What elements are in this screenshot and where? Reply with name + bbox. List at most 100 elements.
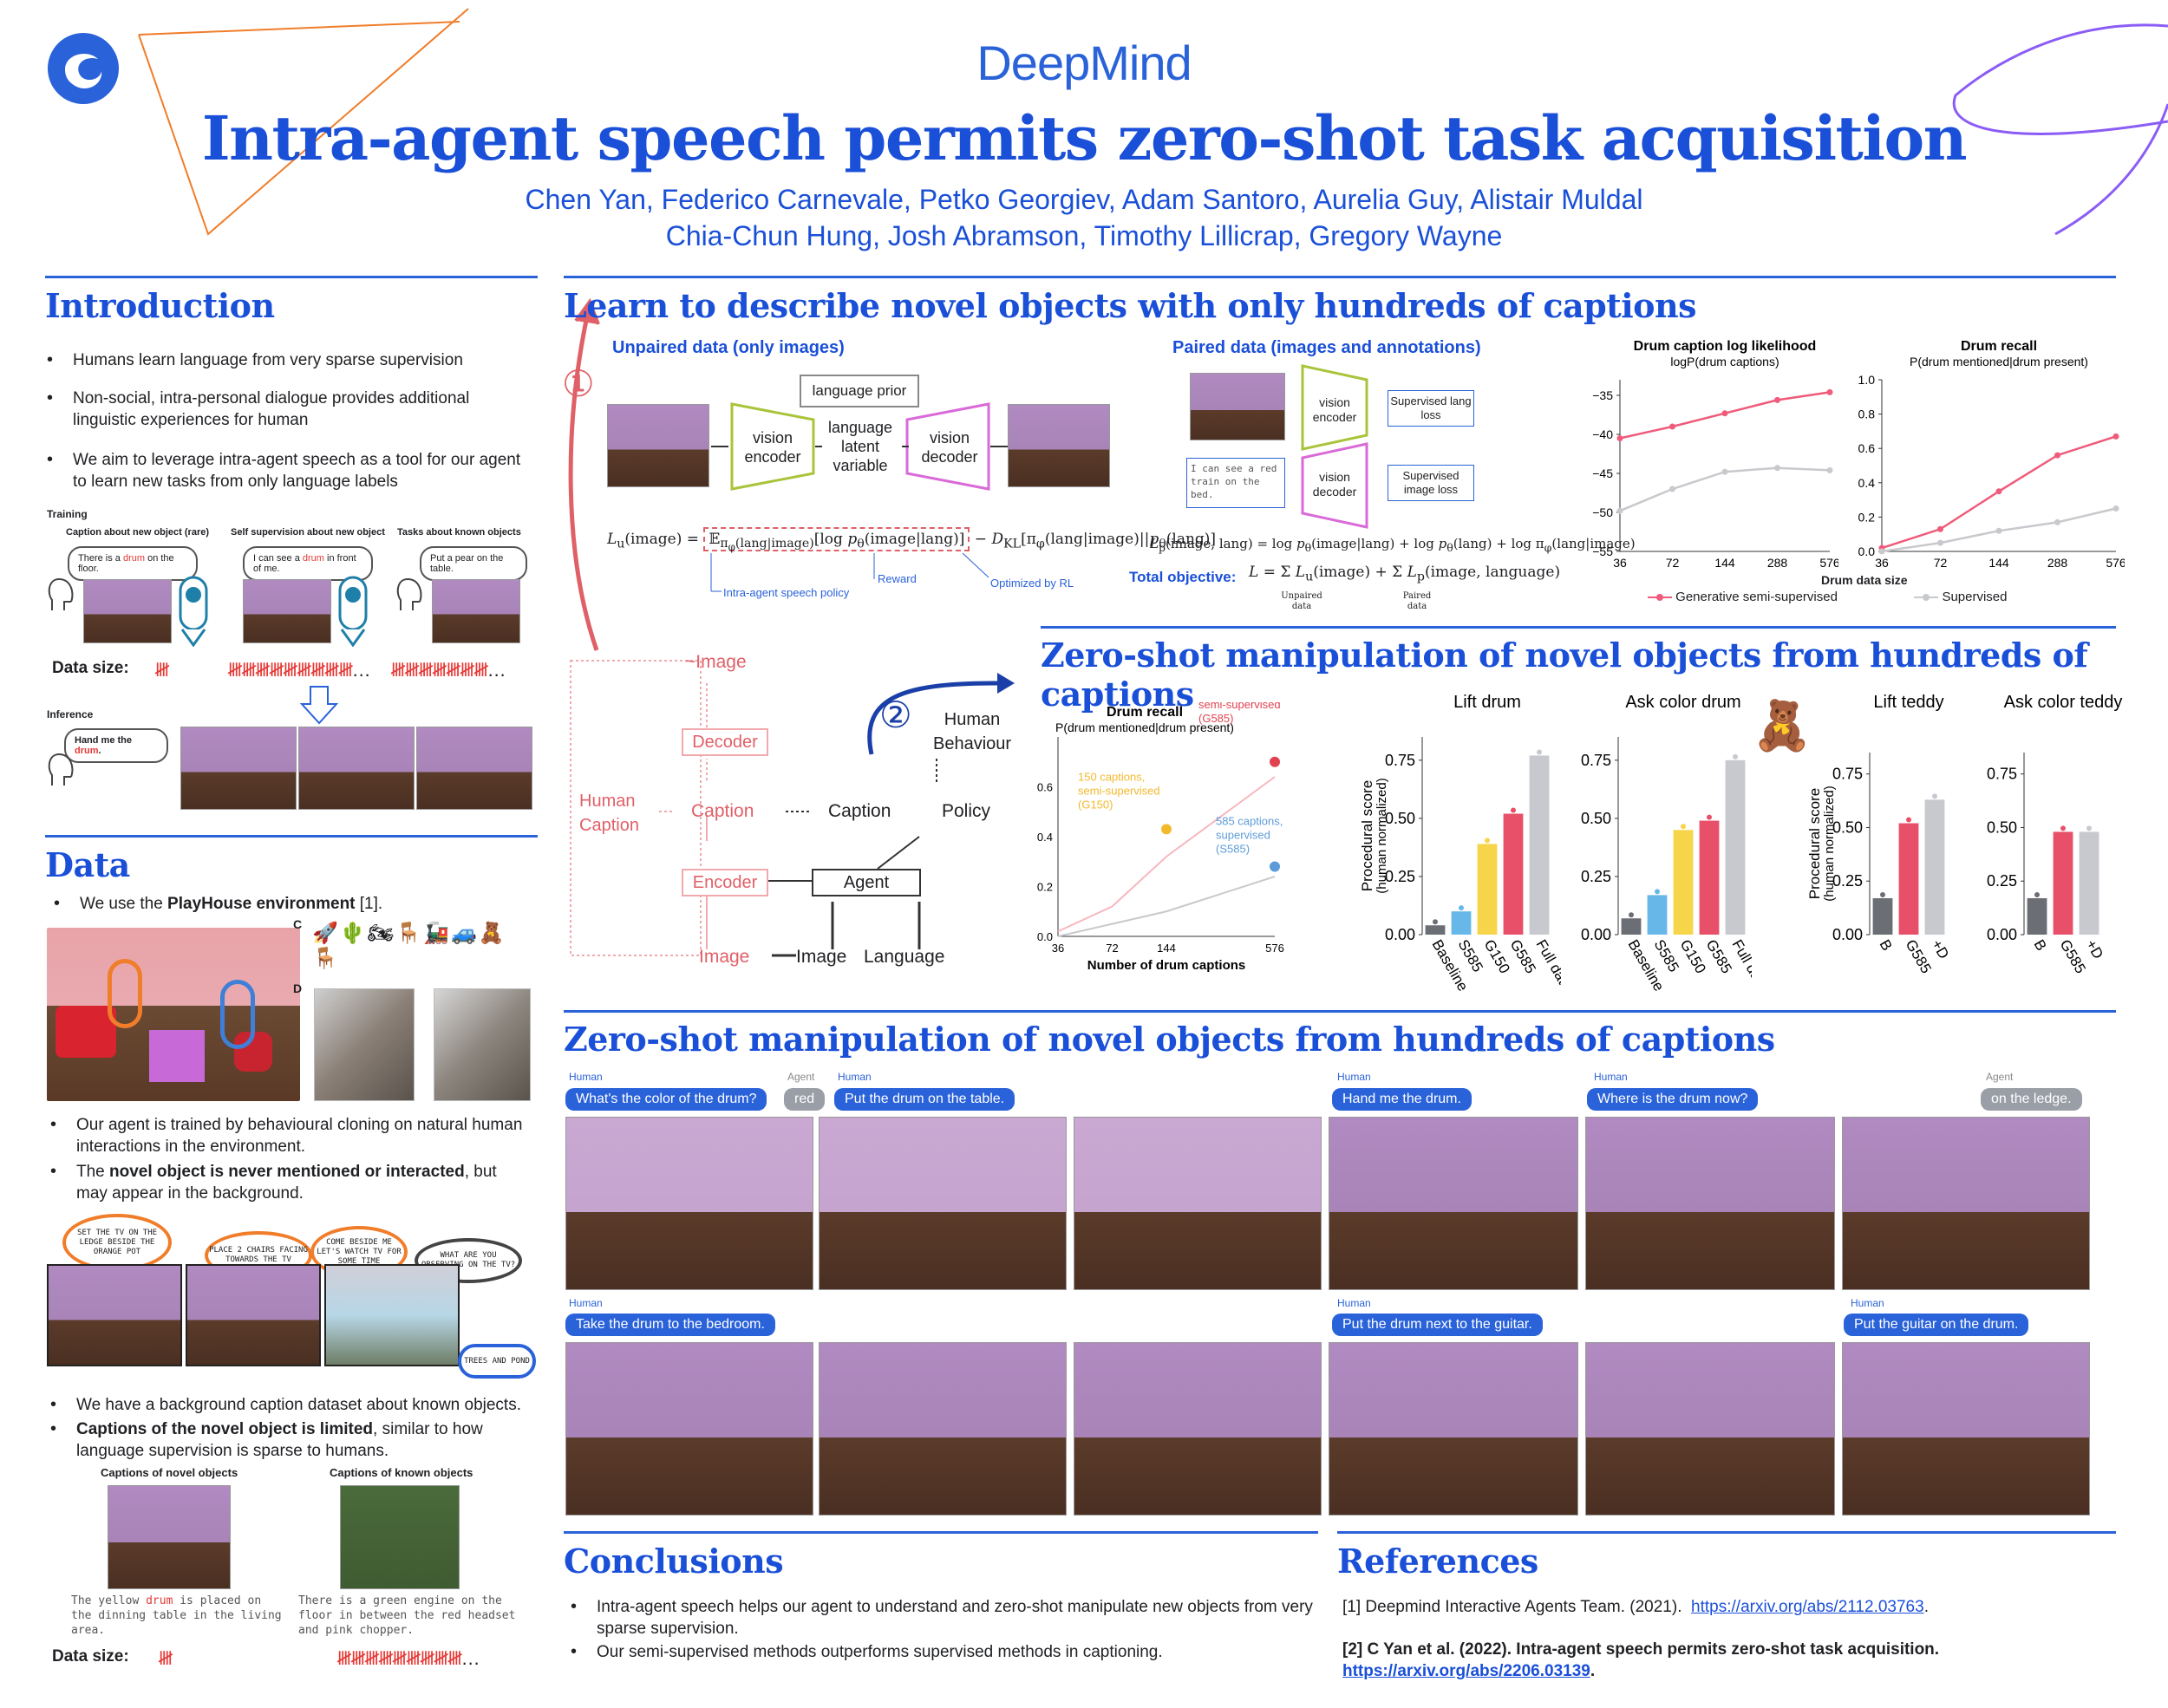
y-tick-label: 0.8	[1858, 407, 1876, 421]
text: , but may appear in the background.	[76, 1163, 497, 1203]
y-axis-label: Procedural score	[1359, 780, 1375, 892]
data-point	[1995, 488, 2002, 495]
data-point	[2054, 518, 2060, 525]
episode4-frame3	[1842, 1342, 2090, 1516]
unpaired-output-scene	[1008, 404, 1110, 487]
known-object-scene	[340, 1485, 460, 1589]
reference-1: [1] Deepmind Interactive Agents Team. (2…	[1342, 1598, 1929, 1616]
y-tick-label: −50	[1592, 505, 1613, 519]
y-tick-label: 0.0	[1858, 544, 1876, 558]
chart-title: Ask color drum	[1625, 693, 1740, 712]
bubble-text: There is a	[78, 553, 123, 564]
human-tag: Human	[838, 1071, 872, 1083]
legend-label-generative: Generative semi-supervised	[1675, 590, 1838, 604]
reference-link-1[interactable]: https://arxiv.org/abs/2112.03763	[1691, 1598, 1924, 1616]
inference-scene-3	[416, 727, 532, 810]
teddy-icon: 🧸	[1752, 698, 1812, 753]
x-tick-label: G585	[2057, 937, 2089, 977]
x-tick-label: 72	[1106, 942, 1118, 955]
y-tick-label: 0.50	[1581, 810, 1611, 827]
bubble-text: .	[98, 746, 101, 756]
chart-subtitle: P(drum mentioned|drum present)	[1910, 355, 2088, 368]
intro-rule	[45, 276, 538, 278]
x-tick-label: 144	[1157, 942, 1176, 955]
y-tick-label: 0.75	[1832, 766, 1863, 783]
speech-bubble-1: SET THE TV ON THE LEDGE BESIDE THE ORANG…	[62, 1214, 172, 1271]
bar	[2079, 831, 2099, 935]
deepmind-logo-icon	[65, 53, 102, 89]
training-scene-3	[432, 579, 520, 643]
training-bubble-1: There is a drum on the floor.	[68, 546, 198, 581]
agent-tag: Agent	[787, 1071, 815, 1083]
inference-bubble: Hand me the drum.	[64, 728, 168, 763]
shared-x-label: Drum data size	[1821, 573, 1908, 587]
bar-seed-point	[1707, 814, 1712, 820]
y-tick-label: 0.00	[1385, 926, 1415, 943]
intro-bullet-3: We aim to leverage intra-agent speech as…	[47, 449, 524, 492]
chart-subtitle: P(drum mentioned|drum present)	[1055, 720, 1234, 734]
playhouse-render	[47, 928, 300, 1101]
bar	[1725, 759, 1746, 935]
x-tick-label: +D	[1929, 937, 1953, 962]
x-tick-label: G585	[1903, 937, 1935, 977]
agent-tag: Agent	[1986, 1071, 2014, 1083]
human-tag: Human	[1594, 1071, 1628, 1083]
episode2-frame2	[1585, 1117, 1835, 1290]
data-point	[1774, 396, 1780, 403]
y-tick-label: 0.75	[1385, 752, 1415, 769]
human-head-icon	[48, 753, 74, 786]
vision-encoder-label: vision encoder	[744, 429, 801, 466]
authors-line-2: Chia-Chun Hung, Josh Abramson, Timothy L…	[665, 220, 1503, 251]
training-scene-2	[243, 579, 331, 643]
bubble-text: Hand me the	[75, 735, 133, 746]
x-tick-label: G150	[1481, 937, 1513, 977]
y-tick-label: 0.25	[1832, 872, 1863, 890]
episode3-frame3	[1074, 1342, 1322, 1516]
bar-seed-point	[1733, 753, 1738, 759]
equation-pointers	[710, 552, 989, 592]
diagram-caption-pink: Caption	[691, 801, 754, 821]
chart-ask-color-drum: Ask color drum0.750.500.250.00BaselineS5…	[1581, 693, 1752, 994]
bar-seed-point	[1511, 807, 1516, 813]
total-objective-label: Total objective:	[1129, 569, 1237, 585]
paired-encoder-shape	[1301, 364, 1368, 451]
training-label: Training	[47, 508, 88, 520]
language-prior-box: language prior	[800, 375, 919, 407]
robot-icon	[179, 576, 208, 647]
episode4-frame2	[1585, 1342, 1835, 1516]
y-tick-label: 0.50	[1385, 810, 1415, 827]
data-scene-3	[324, 1264, 460, 1366]
y-axis-label: Procedural score	[1806, 788, 1823, 900]
diagram-dashed-loop	[570, 660, 702, 956]
reference-link-2[interactable]: https://arxiv.org/abs/2206.03139	[1342, 1662, 1590, 1680]
data-point	[1774, 465, 1780, 472]
red-chair	[56, 1006, 116, 1058]
vision-decoder-label: vision decoder	[921, 429, 978, 466]
caption-known-text: There is a green engine on the floor in …	[298, 1594, 516, 1637]
bar	[1924, 799, 1945, 935]
episode2-frame3	[1842, 1117, 2090, 1290]
reference-2: [2] C Yan et al. (2022). Intra-agent spe…	[1342, 1640, 1940, 1680]
text: We use the	[80, 895, 168, 913]
y-tick-label: 0.0	[1037, 930, 1053, 943]
training-col1-title: Caption about new object (rare)	[66, 527, 210, 538]
chart-subtitle: logP(drum captions)	[1670, 355, 1779, 368]
unpaired-input-scene	[607, 404, 709, 487]
bar	[1621, 918, 1642, 935]
y-tick-label: 0.2	[1858, 510, 1876, 524]
human-tag: Human	[1337, 1071, 1371, 1083]
paired-decoder-label: vision decoder	[1312, 470, 1357, 499]
text: [1].	[355, 895, 383, 913]
agent-diagram	[570, 660, 1015, 957]
data-point	[1669, 423, 1675, 430]
bar-seed-point	[1655, 889, 1660, 895]
bar-seed-point	[2060, 825, 2066, 831]
conclusions-rule	[564, 1531, 1318, 1534]
bar-seed-point	[1932, 793, 1937, 799]
poster-title: Intra-agent speech permits zero-shot tas…	[201, 102, 1968, 174]
training-scene-1	[83, 579, 172, 643]
diagram-image-top: ~Image	[685, 652, 747, 672]
reward-label: Reward	[878, 572, 917, 585]
y-tick-label: 1.0	[1858, 373, 1876, 387]
